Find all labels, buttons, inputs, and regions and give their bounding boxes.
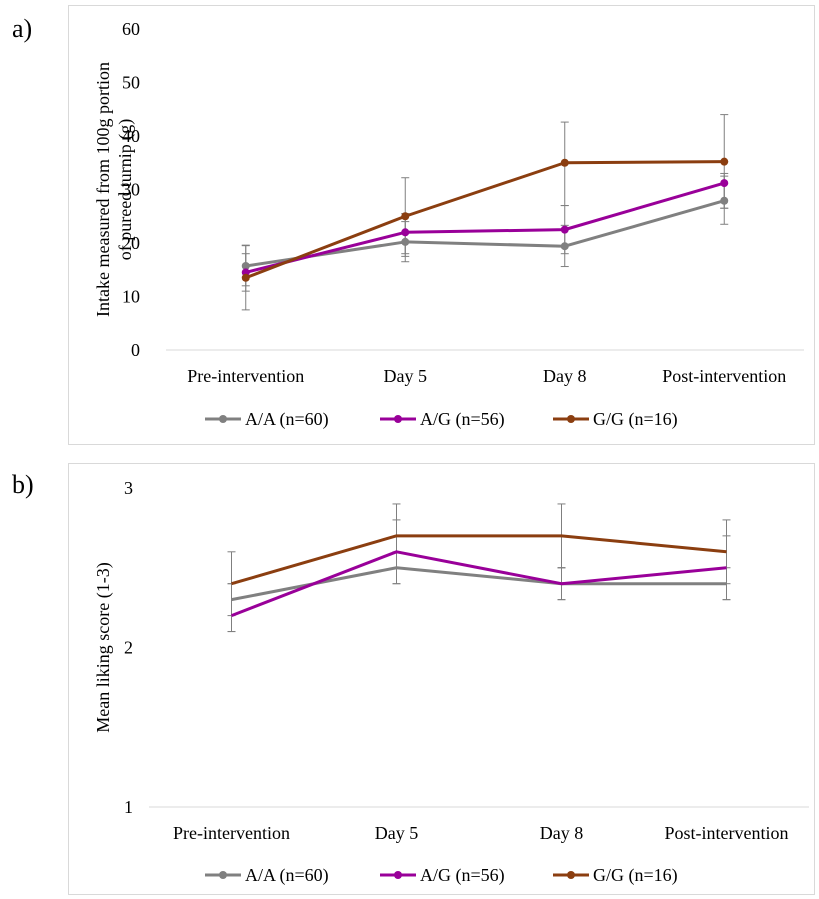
y-tick-label: 50 — [122, 73, 140, 93]
data-point — [720, 179, 728, 187]
legend-marker-1 — [394, 415, 402, 423]
y-axis-label: Mean liking score (1-3) — [93, 562, 114, 732]
legend-label-2: G/G (n=16) — [593, 865, 678, 886]
data-point — [401, 212, 409, 220]
legend-marker-1 — [394, 871, 402, 879]
panel-label-b: b) — [12, 470, 34, 500]
x-tick-label: Day 5 — [375, 823, 419, 843]
x-tick-label: Post-intervention — [662, 366, 786, 386]
data-point — [561, 226, 569, 234]
chart-b-frame: 1 2 3 Pre-intervention Day 5 Day 8 Post-interv… — [68, 463, 815, 895]
legend-marker-2 — [567, 415, 575, 423]
x-tick-label: Day 8 — [540, 823, 584, 843]
x-tick-label: Day 5 — [384, 366, 428, 386]
y-tick-label: 1 — [124, 797, 133, 817]
x-tick-label: Pre-intervention — [187, 366, 304, 386]
y-tick-label: 0 — [131, 340, 140, 360]
y-axis-label: Intake measured from 100g portion — [93, 62, 113, 317]
legend-marker-2 — [567, 871, 575, 879]
data-point — [242, 274, 250, 282]
legend-label-1: A/G (n=56) — [420, 409, 505, 430]
panel-label-a: a) — [12, 14, 32, 44]
data-point — [720, 197, 728, 205]
x-tick-label: Pre-intervention — [173, 823, 290, 843]
y-tick-label: 3 — [124, 478, 133, 498]
x-tick-label: Post-intervention — [665, 823, 789, 843]
legend-marker-0 — [219, 871, 227, 879]
series-line-1 — [246, 183, 725, 272]
data-point — [720, 158, 728, 166]
liking-line-chart: 1 2 3 Pre-intervention Day 5 Day 8 Post-interv… — [69, 464, 814, 894]
series-line-0 — [232, 568, 727, 600]
y-axis-label: of pureed turnip (g) — [115, 119, 136, 260]
x-tick-label: Day 8 — [543, 366, 587, 386]
legend-label-0: A/A (n=60) — [245, 865, 329, 886]
data-point — [401, 238, 409, 246]
data-point — [401, 228, 409, 236]
data-point — [561, 242, 569, 250]
legend-label-0: A/A (n=60) — [245, 409, 329, 430]
y-tick-label: 10 — [122, 287, 140, 307]
series-line-0 — [246, 201, 725, 266]
data-point — [561, 159, 569, 167]
y-tick-label: 60 — [122, 19, 140, 39]
legend-marker-0 — [219, 415, 227, 423]
y-tick-label: 2 — [124, 638, 133, 658]
legend-label-2: G/G (n=16) — [593, 409, 678, 430]
legend-label-1: A/G (n=56) — [420, 865, 505, 886]
